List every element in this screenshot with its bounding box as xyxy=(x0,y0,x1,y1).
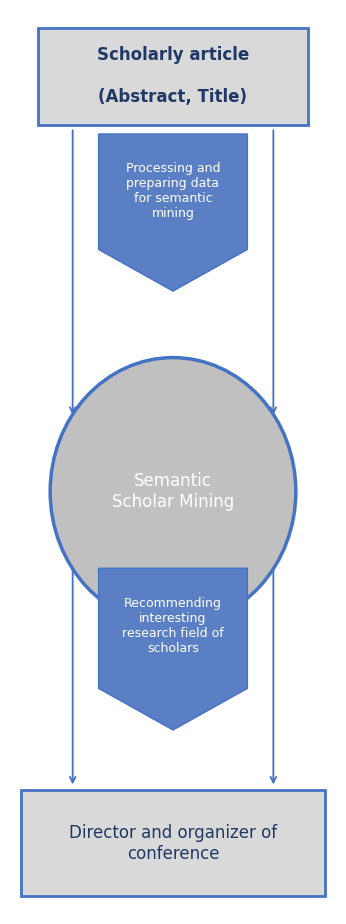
Text: Director and organizer of
conference: Director and organizer of conference xyxy=(69,824,277,862)
Ellipse shape xyxy=(50,358,296,626)
Text: Scholarly article

(Abstract, Title): Scholarly article (Abstract, Title) xyxy=(97,46,249,106)
Text: Semantic
Scholar Mining: Semantic Scholar Mining xyxy=(112,472,234,511)
Text: Processing and
preparing data
for semantic
mining: Processing and preparing data for semant… xyxy=(126,163,220,220)
FancyBboxPatch shape xyxy=(38,28,308,125)
Text: Recommending
interesting
research field of
scholars: Recommending interesting research field … xyxy=(122,598,224,655)
FancyBboxPatch shape xyxy=(21,790,325,896)
Polygon shape xyxy=(99,568,247,730)
Polygon shape xyxy=(99,134,247,291)
